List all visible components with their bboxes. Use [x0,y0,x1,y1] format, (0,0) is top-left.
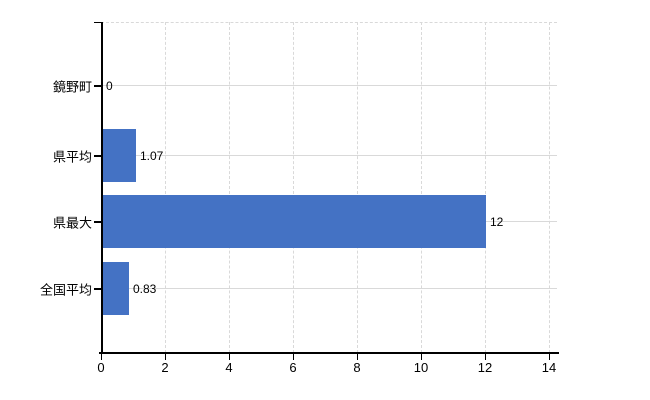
x-gridline [421,22,422,353]
category-gridline [102,288,557,289]
y-axis-tick [94,221,101,223]
x-tick-label: 0 [97,360,105,375]
bar [102,195,486,248]
plot-top-gridline [101,22,557,23]
category-gridline [102,85,557,86]
y-axis-tick [94,155,101,157]
x-tick-label: 10 [413,360,429,375]
x-axis-tick [485,354,486,360]
bar-value-label: 1.07 [140,149,164,163]
x-axis-line [99,352,559,354]
category-label: 鏡野町 [52,79,92,95]
x-gridline [165,22,166,353]
bar-value-label: 12 [490,215,504,229]
y-axis-line [101,22,103,353]
y-axis-tick [94,85,101,87]
x-gridline [485,22,486,353]
x-gridline [549,22,550,353]
x-gridline [357,22,358,353]
x-axis-tick [101,354,102,360]
category-gridline [102,155,557,156]
x-tick-label: 6 [289,360,297,375]
x-tick-label: 8 [353,360,361,375]
x-tick-label: 14 [541,360,557,375]
x-axis-tick [421,354,422,360]
x-gridline [293,22,294,353]
bar-value-label: 0 [106,79,113,93]
x-axis-tick [357,354,358,360]
y-axis-tick [94,288,101,290]
category-label: 全国平均 [39,282,92,298]
category-label: 県最大 [52,215,92,231]
x-axis-tick [229,354,230,360]
x-axis-tick [165,354,166,360]
x-axis-tick [549,354,550,360]
x-axis-tick [293,354,294,360]
x-tick-label: 4 [225,360,233,375]
bar [102,129,136,182]
category-label: 県平均 [52,149,92,165]
x-gridline [229,22,230,353]
x-tick-label: 2 [161,360,169,375]
x-tick-label: 12 [477,360,493,375]
y-axis-end-tick [94,22,101,23]
bar [102,262,129,315]
bar-value-label: 0.83 [133,282,157,296]
